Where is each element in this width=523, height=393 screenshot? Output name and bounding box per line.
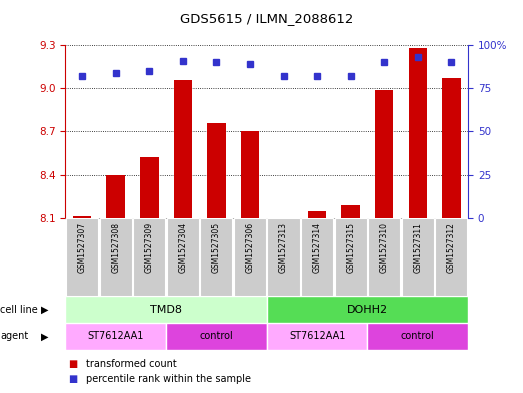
- Bar: [107, 174, 125, 218]
- Bar: [73, 216, 92, 218]
- Text: GSM1527306: GSM1527306: [245, 222, 255, 273]
- Bar: [308, 211, 326, 218]
- Bar: [234, 218, 266, 296]
- Text: control: control: [401, 331, 435, 342]
- Bar: [200, 218, 233, 296]
- Text: GSM1527312: GSM1527312: [447, 222, 456, 272]
- Text: GSM1527304: GSM1527304: [178, 222, 187, 273]
- Text: GSM1527315: GSM1527315: [346, 222, 355, 273]
- Text: transformed count: transformed count: [86, 358, 177, 369]
- Bar: [442, 78, 461, 218]
- Bar: [207, 123, 225, 218]
- Bar: [66, 218, 98, 296]
- Bar: [267, 296, 468, 323]
- Text: TMD8: TMD8: [150, 305, 182, 315]
- Text: GSM1527314: GSM1527314: [313, 222, 322, 273]
- Text: GSM1527308: GSM1527308: [111, 222, 120, 273]
- Text: ■: ■: [68, 358, 77, 369]
- Text: GSM1527307: GSM1527307: [77, 222, 87, 273]
- Text: GSM1527310: GSM1527310: [380, 222, 389, 273]
- Text: DOHH2: DOHH2: [347, 305, 388, 315]
- Bar: [375, 90, 393, 218]
- Bar: [402, 218, 434, 296]
- Bar: [99, 218, 132, 296]
- Bar: [435, 218, 468, 296]
- Bar: [368, 218, 400, 296]
- Text: GSM1527305: GSM1527305: [212, 222, 221, 273]
- Text: percentile rank within the sample: percentile rank within the sample: [86, 374, 251, 384]
- Bar: [267, 218, 300, 296]
- Text: cell line: cell line: [0, 305, 38, 315]
- Bar: [166, 323, 267, 350]
- Text: ■: ■: [68, 374, 77, 384]
- Text: GSM1527309: GSM1527309: [145, 222, 154, 273]
- Bar: [241, 131, 259, 218]
- Bar: [174, 80, 192, 218]
- Text: ▶: ▶: [41, 331, 48, 342]
- Bar: [335, 218, 367, 296]
- Text: ST7612AA1: ST7612AA1: [87, 331, 144, 342]
- Bar: [367, 323, 468, 350]
- Bar: [133, 218, 165, 296]
- Bar: [65, 323, 166, 350]
- Text: GDS5615 / ILMN_2088612: GDS5615 / ILMN_2088612: [180, 12, 354, 25]
- Bar: [140, 157, 158, 218]
- Text: GSM1527313: GSM1527313: [279, 222, 288, 273]
- Text: agent: agent: [0, 331, 28, 342]
- Bar: [267, 323, 367, 350]
- Text: ST7612AA1: ST7612AA1: [289, 331, 345, 342]
- Bar: [408, 48, 427, 218]
- Bar: [342, 205, 360, 218]
- Text: control: control: [199, 331, 233, 342]
- Text: GSM1527311: GSM1527311: [413, 222, 422, 272]
- Bar: [301, 218, 333, 296]
- Bar: [167, 218, 199, 296]
- Text: ▶: ▶: [41, 305, 48, 315]
- Bar: [65, 296, 267, 323]
